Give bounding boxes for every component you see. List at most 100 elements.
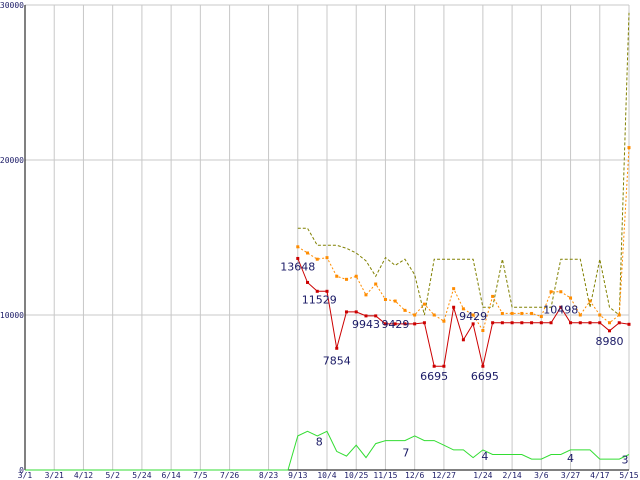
series-point-2 [578, 321, 582, 325]
series-point-2 [442, 364, 446, 368]
series-point-2 [364, 314, 368, 318]
series-point-1 [500, 311, 504, 315]
series-point-2 [296, 256, 300, 260]
series-point-2 [559, 305, 563, 309]
series-group [25, 12, 631, 471]
series-point-1 [549, 290, 553, 294]
series-line-1 [297, 147, 630, 332]
x-tick-label: 2/14 [502, 471, 521, 480]
x-tick-label: 7/5 [193, 471, 208, 480]
series-point-2 [510, 321, 514, 325]
series-point-2 [539, 321, 543, 325]
series-point-1 [403, 308, 407, 312]
series-point-1 [383, 298, 387, 301]
data-label: 8980 [596, 335, 624, 348]
x-tick-label: 6/14 [161, 471, 180, 480]
x-tick-label: 12/27 [432, 471, 456, 480]
data-label: 6695 [471, 370, 499, 383]
x-tick-label: 8/23 [259, 471, 278, 480]
series-point-2 [471, 322, 475, 326]
data-label: 7854 [323, 354, 351, 367]
series-point-1 [374, 282, 378, 286]
x-tick-label: 5/24 [132, 471, 151, 480]
series-point-1 [471, 313, 475, 317]
series-point-1 [608, 321, 612, 325]
series-point-1 [569, 296, 573, 300]
series-point-2 [315, 289, 319, 293]
series-point-2 [383, 322, 387, 326]
series-point-2 [461, 338, 465, 342]
x-tick-label: 3/1 [18, 471, 33, 480]
series-point-1 [296, 245, 300, 249]
x-tick-label: 10/25 [344, 471, 368, 480]
series-point-2 [374, 314, 378, 318]
series-point-1 [588, 299, 592, 303]
data-label: 9429 [459, 310, 487, 323]
x-tick-label: 3/21 [45, 471, 64, 480]
series-point-2 [393, 322, 397, 326]
x-tick-label: 11/15 [373, 471, 397, 480]
x-tick-label: 4/17 [590, 471, 609, 480]
series-point-1 [315, 257, 319, 261]
series-point-2 [530, 321, 534, 325]
series-point-1 [344, 277, 348, 281]
series-point-1 [491, 294, 495, 298]
series-point-1 [539, 315, 543, 319]
series-point-1 [364, 293, 368, 297]
series-point-2 [549, 321, 553, 325]
series-point-2 [627, 322, 631, 326]
x-tick-label: 1/24 [473, 471, 492, 480]
data-label: 9429 [381, 318, 409, 331]
data-label: 4 [567, 452, 574, 465]
series-point-2 [500, 321, 504, 325]
series-line-3 [25, 430, 630, 471]
series-point-2 [413, 322, 417, 326]
data-label: 6695 [420, 370, 448, 383]
x-tick-label: 4/12 [74, 471, 93, 480]
series-point-1 [393, 299, 397, 303]
series-point-1 [530, 311, 534, 315]
series-point-1 [481, 329, 485, 332]
series-point-1 [442, 319, 446, 323]
x-tick-label: 3/6 [534, 471, 549, 480]
series-point-1 [432, 313, 436, 317]
series-point-2 [432, 364, 436, 368]
data-label: 3 [622, 454, 629, 467]
series-point-2 [617, 321, 621, 325]
series-point-1 [578, 313, 582, 317]
series-point-2 [306, 280, 310, 284]
series-line-0 [297, 12, 630, 317]
x-tick-label: 9/13 [288, 471, 307, 480]
x-tick-label: 10/4 [317, 471, 336, 480]
series-point-2 [520, 321, 524, 325]
y-tick-label: 30000 [0, 1, 24, 10]
series-point-2 [569, 321, 573, 325]
series-point-1 [335, 274, 339, 278]
y-tick-label: 10000 [0, 311, 24, 320]
series-point-1 [510, 311, 514, 315]
x-tick-label: 5/2 [105, 471, 120, 480]
series-point-1 [354, 274, 358, 278]
series-point-2 [452, 305, 456, 309]
series-point-1 [452, 287, 456, 291]
x-tick-label: 5/15 [619, 471, 638, 480]
series-point-2 [598, 321, 602, 325]
y-tick-label: 0 [19, 466, 24, 475]
data-label: 10498 [543, 303, 578, 316]
data-label: 9943 [352, 318, 380, 331]
series-point-2 [608, 329, 612, 333]
y-tick-label: 20000 [0, 156, 24, 165]
data-label: 4 [481, 450, 488, 463]
series-point-2 [422, 321, 426, 325]
series-point-1 [306, 251, 310, 255]
series-point-2 [354, 310, 358, 314]
series-point-2 [491, 321, 495, 325]
series-point-1 [627, 146, 631, 150]
series-point-1 [413, 313, 417, 317]
x-tick-label: 3/27 [561, 471, 580, 480]
series-point-1 [559, 290, 563, 294]
x-tick-label: 7/26 [220, 471, 239, 480]
series-point-2 [325, 289, 329, 293]
